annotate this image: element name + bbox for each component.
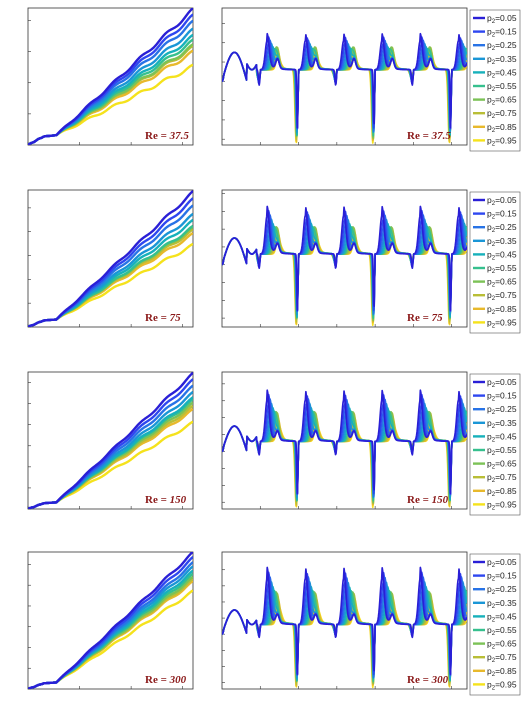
re-prefix: Re = xyxy=(407,312,432,324)
reynolds-annotation: Re = 37.5 xyxy=(407,130,451,142)
series-line-p2-0.05 xyxy=(222,566,467,675)
series-group xyxy=(28,552,193,689)
series-group xyxy=(28,372,193,509)
legend-entry: p2=0.65 xyxy=(487,639,517,651)
legend-entry: p2=0.15 xyxy=(487,209,517,221)
legend-entry: p2=0.15 xyxy=(487,27,517,39)
legend-entry: p2=0.15 xyxy=(487,391,517,403)
series-line-p2-0.15 xyxy=(222,393,467,496)
legend-entry: p2=0.75 xyxy=(487,652,517,664)
re-prefix: Re = xyxy=(407,674,432,686)
legend-entry: p2=0.55 xyxy=(487,445,517,457)
series-line-p2-0.05 xyxy=(222,389,467,495)
series-group xyxy=(28,190,193,327)
re-prefix: Re = xyxy=(407,130,432,142)
legend-entry: p2=0.75 xyxy=(487,472,517,484)
legend-entry: p2=0.55 xyxy=(487,625,517,637)
plot-frame-g xyxy=(27,551,194,690)
series-line-p2-0.15 xyxy=(222,209,467,312)
legend-entry: p2=0.15 xyxy=(487,571,517,583)
re-value: 37.5 xyxy=(431,130,452,142)
re-value: 75 xyxy=(432,312,444,324)
legend-entry: p2=0.95 xyxy=(487,499,517,511)
legend-entry: p2=0.85 xyxy=(487,122,517,134)
legend-entry: p2=0.35 xyxy=(487,236,517,248)
legend-entry: p2=0.45 xyxy=(487,67,517,79)
legend-entry: p2=0.25 xyxy=(487,584,517,596)
legend-entry: p2=0.85 xyxy=(487,666,517,678)
re-value: 150 xyxy=(432,494,449,506)
legend-entry: p2=0.05 xyxy=(487,377,517,389)
legend-entry: p2=0.65 xyxy=(487,459,517,471)
series-group xyxy=(222,566,467,689)
series-line-p2-0.05 xyxy=(28,372,193,509)
plot-frame-a xyxy=(27,7,194,146)
legend-entry: p2=0.45 xyxy=(487,611,517,623)
series-line-p2-0.15 xyxy=(222,36,467,130)
legend-entry: p2=0.05 xyxy=(487,557,517,569)
re-prefix: Re = xyxy=(145,312,170,324)
legend-entry: p2=0.05 xyxy=(487,13,517,25)
re-value: 150 xyxy=(170,494,187,506)
reynolds-annotation: Re = 300 xyxy=(145,674,187,686)
series-line-p2-0.05 xyxy=(28,552,193,689)
plot-frame-b xyxy=(221,7,468,146)
reynolds-annotation: Re = 75 xyxy=(145,312,181,324)
series-line-p2-0.05 xyxy=(28,8,193,145)
re-value: 300 xyxy=(169,674,187,686)
re-value: 300 xyxy=(431,674,449,686)
legend-entry: p2=0.45 xyxy=(487,249,517,261)
legend-entry: p2=0.45 xyxy=(487,431,517,443)
legend-entry: p2=0.65 xyxy=(487,95,517,107)
series-group xyxy=(222,32,467,144)
legend-entry: p2=0.55 xyxy=(487,81,517,93)
legend-entry: p2=0.35 xyxy=(487,418,517,430)
series-group xyxy=(222,205,467,326)
series-group xyxy=(222,389,467,509)
legend-entry: p2=0.35 xyxy=(487,598,517,610)
reynolds-annotation: Re = 300 xyxy=(407,674,449,686)
legend-entry: p2=0.75 xyxy=(487,108,517,120)
legend-entry: p2=0.95 xyxy=(487,317,517,329)
plot-frame-e xyxy=(27,371,194,510)
re-value: 37.5 xyxy=(169,130,190,142)
series-line-p2-0.15 xyxy=(222,571,467,676)
re-value: 75 xyxy=(170,312,182,324)
reynolds-annotation: Re = 37.5 xyxy=(145,130,189,142)
re-prefix: Re = xyxy=(145,494,170,506)
legend-entry: p2=0.25 xyxy=(487,40,517,52)
series-line-p2-0.05 xyxy=(28,190,193,327)
legend-entry: p2=0.65 xyxy=(487,277,517,289)
re-prefix: Re = xyxy=(145,674,170,686)
reynolds-annotation: Re = 150 xyxy=(407,494,449,506)
legend-entry: p2=0.95 xyxy=(487,679,517,691)
legend-entry: p2=0.85 xyxy=(487,486,517,498)
reynolds-annotation: Re = 75 xyxy=(407,312,443,324)
series-group xyxy=(28,8,193,145)
legend-entry: p2=0.85 xyxy=(487,304,517,316)
legend-entry: p2=0.55 xyxy=(487,263,517,275)
reynolds-annotation: Re = 150 xyxy=(145,494,187,506)
legend-entry: p2=0.05 xyxy=(487,195,517,207)
legend-entry: p2=0.25 xyxy=(487,222,517,234)
legend-entry: p2=0.75 xyxy=(487,290,517,302)
legend-entry: p2=0.35 xyxy=(487,54,517,66)
legend-entry: p2=0.25 xyxy=(487,404,517,416)
series-line-p2-0.05 xyxy=(222,205,467,311)
series-line-p2-0.05 xyxy=(222,32,467,129)
re-prefix: Re = xyxy=(407,494,432,506)
re-prefix: Re = xyxy=(145,130,170,142)
legend-entry: p2=0.95 xyxy=(487,135,517,147)
